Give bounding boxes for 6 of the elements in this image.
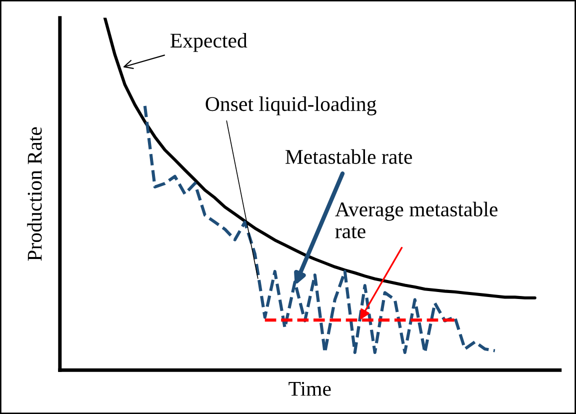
annotation: Metastable rate [285,149,412,164]
annotation: Onset liquid-loading [206,96,376,116]
annotation: Average metastable rate [335,202,498,238]
y-axis-title: Production Rate [27,127,42,261]
x-axis-title: Time [288,382,331,396]
annotation: Expected [170,33,248,52]
